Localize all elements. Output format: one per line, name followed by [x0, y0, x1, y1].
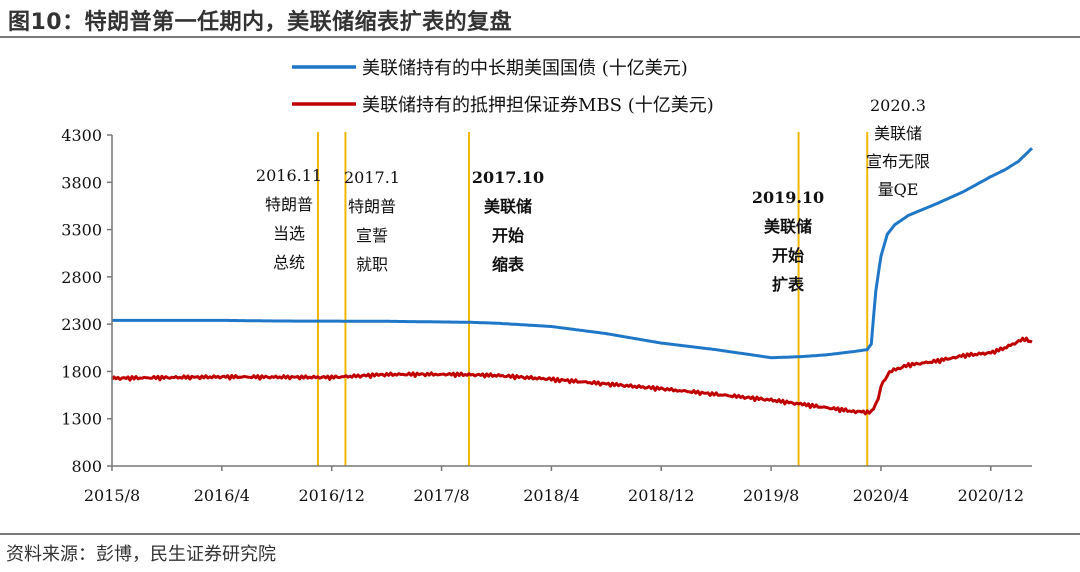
y-tick-label-5: 3300 [61, 221, 102, 240]
event-annotation-0-line-0: 2016.11 [256, 166, 322, 185]
event-annotation-2: 2017.10 美联储开始缩表 [472, 168, 544, 274]
x-tick-label-1: 2016/4 [194, 486, 250, 505]
source-note: 资料来源：彭博，民生证券研究院 [6, 544, 276, 565]
chart-legend: 美联储持有的中长期美国国债 (十亿美元) 美联储持有的抵押担保证券MBS (十亿美… [292, 58, 714, 116]
event-annotation-4-line-3: 量QE [878, 180, 919, 199]
event-annotation-2-line-3: 缩表 [492, 255, 525, 274]
y-tick-label-2: 1800 [61, 362, 102, 381]
legend-label-0: 美联储持有的中长期美国国债 (十亿美元) [362, 58, 688, 79]
series-line-0 [112, 147, 1034, 360]
event-annotation-1-line-3: 就职 [356, 255, 388, 274]
event-annotation-3: 2019.10 美联储开始扩表 [752, 188, 824, 294]
event-annotation-4-line-0: 2020.3 [870, 96, 926, 115]
treasury-mbs-line-chart: 800 1300 1800 2300 2800 3300 3800 4300 2015/8 201… [61, 58, 1034, 505]
event-annotation-4-line-1: 美联储 [874, 124, 922, 143]
event-annotation-4-line-2: 宣布无限 [866, 152, 930, 171]
y-tick-label-7: 4300 [61, 126, 102, 145]
y-tick-label-1: 1300 [61, 410, 102, 429]
event-annotation-3-line-0: 2019.10 [752, 188, 824, 207]
event-annotation-0-line-3: 总统 [273, 253, 305, 272]
event-annotation-4: 2020.3 美联储宣布无限量QE [866, 96, 930, 199]
x-tick-label-6: 2019/8 [743, 486, 799, 505]
footer-divider [0, 533, 1080, 535]
event-annotation-2-line-1: 美联储 [484, 197, 532, 216]
x-tick-label-0: 2015/8 [84, 486, 140, 505]
x-tick-label-8: 2020/12 [958, 486, 1024, 505]
x-tick-label-4: 2018/4 [523, 486, 579, 505]
y-tick-label-4: 2800 [61, 268, 102, 287]
series-lines [110, 147, 1034, 416]
x-tick-label-3: 2017/8 [413, 486, 469, 505]
legend-label-1: 美联储持有的抵押担保证券MBS (十亿美元) [362, 95, 714, 116]
event-annotation-0-line-1: 特朗普 [265, 195, 313, 214]
title-divider [0, 36, 1080, 38]
event-annotation-3-line-3: 扩表 [772, 275, 805, 294]
event-annotation-1-line-2: 宣誓 [356, 226, 388, 245]
event-annotation-1-line-0: 2017.1 [344, 168, 400, 187]
event-annotation-2-line-0: 2017.10 [472, 168, 544, 187]
event-annotation-3-line-2: 开始 [772, 246, 804, 265]
event-annotation-2-line-2: 开始 [492, 226, 524, 245]
event-annotation-0: 2016.11 特朗普当选总统 [256, 166, 322, 272]
event-annotation-1-line-1: 特朗普 [348, 197, 396, 216]
chart-axes: 800 1300 1800 2300 2800 3300 3800 4300 2015/8 201… [61, 126, 1032, 505]
figure-title: 图10：特朗普第一任期内，美联储缩表扩表的复盘 [8, 10, 513, 35]
event-annotation-0-line-2: 当选 [273, 224, 305, 243]
x-tick-label-5: 2018/12 [628, 486, 694, 505]
y-tick-label-6: 3800 [61, 173, 102, 192]
event-annotation-1: 2017.1 特朗普宣誓就职 [344, 168, 400, 274]
event-annotation-3-line-1: 美联储 [764, 217, 812, 236]
series-line-1 [110, 336, 1033, 416]
y-tick-label-3: 2300 [61, 315, 102, 334]
y-tick-label-0: 800 [71, 457, 102, 476]
x-tick-label-7: 2020/4 [853, 486, 909, 505]
event-markers [316, 132, 869, 466]
x-tick-label-2: 2016/12 [298, 486, 364, 505]
